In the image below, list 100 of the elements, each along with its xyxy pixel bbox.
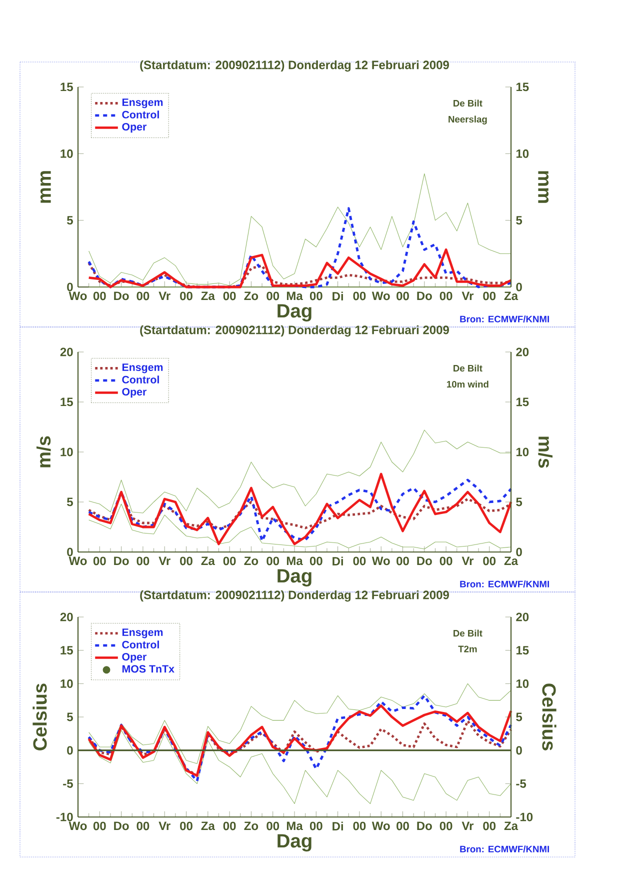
y2-axis-title: Celsius xyxy=(542,684,556,750)
x-tick-label: 00 xyxy=(180,292,192,300)
y2-tick-label: 5 xyxy=(516,498,522,506)
x-tick-label: Zo xyxy=(244,292,258,300)
x-tick-label: 00 xyxy=(353,556,366,566)
y2-tick-label: 5 xyxy=(516,216,522,225)
x-tick-label: Vr xyxy=(158,556,170,565)
legend-label: Oper xyxy=(122,388,146,398)
legend-label: Ensgem xyxy=(122,364,163,374)
y-tick-label: 0 xyxy=(67,746,73,755)
x-tick-label: 00 xyxy=(180,556,192,566)
y2-tick-label: 10 xyxy=(516,679,529,688)
y-tick-label: 10 xyxy=(60,448,73,456)
x-tick-label: 00 xyxy=(310,556,322,566)
x-tick-label: Wo xyxy=(372,556,390,566)
x-tick-label: Vr xyxy=(462,822,474,830)
annotation: De Bilt xyxy=(454,630,482,637)
x-tick-label: Do xyxy=(417,292,432,300)
x-tick-label: 00 xyxy=(93,292,106,300)
y2-axis-title: m/s xyxy=(538,436,553,468)
x-tick-label: Do xyxy=(114,822,129,830)
x-tick-label: 00 xyxy=(483,822,496,830)
text: Bron: ECMWF/KNMI xyxy=(460,580,549,588)
y-tick-label: -10 xyxy=(56,812,73,822)
x-tick-label: Di xyxy=(332,822,343,830)
y-tick-label: 10 xyxy=(60,679,73,688)
y-tick-label: 5 xyxy=(66,712,73,722)
y-axis-title: Celsius xyxy=(32,684,47,750)
x-tick-label: 00 xyxy=(223,292,236,300)
x-tick-label: 00 xyxy=(353,822,366,830)
y2-tick-label: 0 xyxy=(516,548,522,556)
y2-tick-label: 15 xyxy=(516,398,529,406)
legend-label: Control xyxy=(122,110,159,118)
chart-title: (Startdatum: 2009021112) Donderdag 12 Februari 2009 xyxy=(140,325,449,337)
x-tick-label: 00 xyxy=(310,822,322,830)
x-tick-label: Ma xyxy=(286,292,303,300)
annotation: De Bilt xyxy=(454,364,482,372)
x-tick-label: Za xyxy=(504,822,518,830)
x-tick-label: Do xyxy=(417,822,432,830)
y-tick-label: -5 xyxy=(63,779,73,788)
x-tick-label: Za xyxy=(201,556,215,566)
legend-label: Control xyxy=(122,376,159,384)
legend-label: Oper xyxy=(122,122,146,133)
y2-axis-title: mm xyxy=(538,171,549,203)
y2-tick-label: 20 xyxy=(516,612,529,622)
y-tick-label: 5 xyxy=(66,216,73,225)
x-tick-label: Zo xyxy=(244,822,258,830)
x-tick-label: 00 xyxy=(136,822,150,830)
y2-tick-label: 5 xyxy=(516,712,522,722)
annotation: De Bilt xyxy=(454,100,482,107)
x-tick-label: Za xyxy=(201,822,215,830)
x-tick-label: Wo xyxy=(68,556,87,566)
x-tick-label: Do xyxy=(114,556,129,566)
y-tick-label: 15 xyxy=(60,646,73,655)
y2-tick-label: 0 xyxy=(516,746,522,755)
line-series xyxy=(88,694,512,782)
x-tick-label: 00 xyxy=(180,822,192,830)
line-series xyxy=(88,720,512,777)
x-tick-label: Wo xyxy=(68,292,87,300)
y-axis-title: mm xyxy=(40,171,51,203)
y-tick-label: 5 xyxy=(66,498,73,506)
text: Bron: ECMWF/KNMI xyxy=(460,316,549,322)
x-tick-label: Za xyxy=(201,292,215,300)
text: Bron: ECMWF/KNMI xyxy=(460,846,549,852)
x-tick-label: 00 xyxy=(396,556,409,566)
x-tick-label: 00 xyxy=(440,292,452,300)
x-tick-label: 00 xyxy=(223,822,236,830)
legend-label: Oper xyxy=(122,652,146,663)
y2-tick-label: 15 xyxy=(516,82,529,92)
line-series xyxy=(88,173,512,286)
chart-title: (Startdatum: 2009021112) Donderdag 12 Februari 2009 xyxy=(140,60,449,72)
x-axis-title: Dag xyxy=(278,304,312,322)
x-tick-label: 00 xyxy=(93,822,106,830)
x-tick-label: Wo xyxy=(372,292,390,300)
x-tick-label: Vr xyxy=(462,292,474,300)
annotation: Neerslag xyxy=(448,116,487,124)
x-tick-label: Do xyxy=(417,556,432,566)
x-tick-label: Vr xyxy=(158,822,170,830)
x-tick-label: 00 xyxy=(396,822,409,830)
x-axis-title: Dag xyxy=(278,569,312,587)
legend-label: Ensgem xyxy=(122,98,163,108)
y2-tick-label: 0 xyxy=(516,282,522,292)
legend-label: Ensgem xyxy=(122,628,163,638)
chart-title: (Startdatum: 2009021112) Donderdag 12 Februari 2009 xyxy=(140,590,449,602)
x-tick-label: 00 xyxy=(136,556,150,566)
x-tick-label: 00 xyxy=(93,556,106,566)
line-series xyxy=(88,683,512,764)
x-tick-label: Za xyxy=(504,292,518,300)
x-tick-label: Di xyxy=(332,556,343,566)
annotation: 10m wind xyxy=(447,380,488,388)
x-tick-label: Ma xyxy=(286,556,303,566)
y-tick-label: 15 xyxy=(60,398,73,406)
x-tick-label: 00 xyxy=(223,556,236,566)
y-tick-label: 20 xyxy=(60,348,73,356)
y2-tick-label: -10 xyxy=(516,812,533,822)
x-tick-label: 00 xyxy=(266,292,280,300)
x-tick-label: Zo xyxy=(244,556,258,566)
x-tick-label: Di xyxy=(332,292,343,300)
x-tick-label: Za xyxy=(504,556,518,566)
x-tick-label: 00 xyxy=(136,292,150,300)
